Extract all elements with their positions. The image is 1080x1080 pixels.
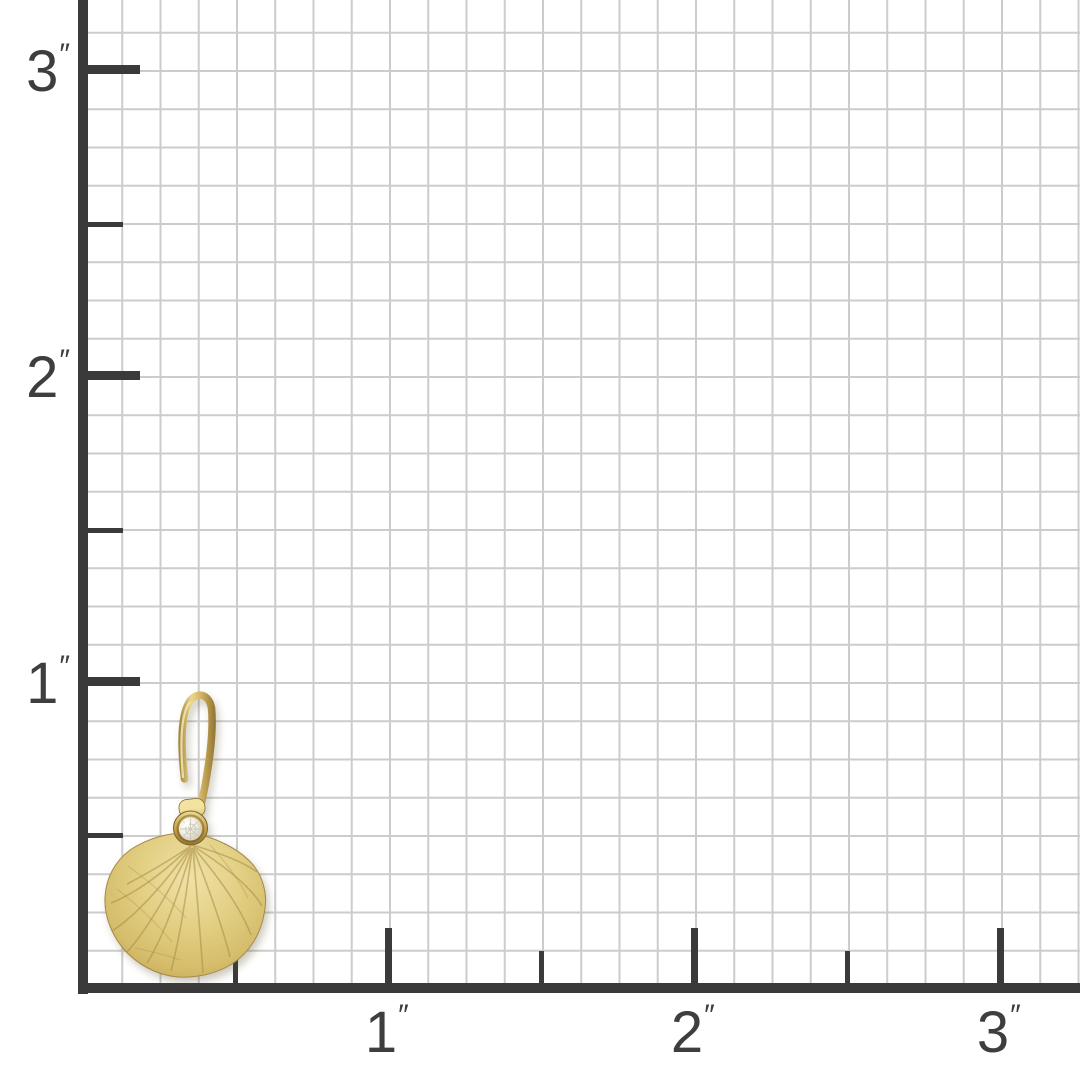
- y-label-2-number: 2: [26, 345, 59, 410]
- y-axis-line: [78, 0, 88, 994]
- x-axis-label-1in: 1 ″: [364, 999, 409, 1065]
- inch-mark-icon: ″: [59, 38, 70, 71]
- x-axis-minor-tick-1-5in: [539, 951, 544, 983]
- petal-creases: [116, 844, 249, 961]
- y-axis-label-3in: 3 ″: [14, 38, 70, 104]
- x-axis-minor-tick-2-5in: [845, 951, 850, 983]
- ear-wire: [178, 691, 216, 805]
- x-label-1-number: 1: [364, 1000, 398, 1065]
- diamond: [179, 817, 202, 841]
- y-axis-label-1in: 1 ″: [14, 650, 70, 716]
- x-axis-major-tick-3in: [997, 928, 1004, 983]
- inch-mark-icon: ″: [59, 344, 70, 377]
- inch-mark-icon: ″: [704, 999, 715, 1032]
- petal-veins: [110, 844, 263, 974]
- x-axis-major-tick-2in: [691, 928, 698, 983]
- x-axis-line: [78, 983, 1080, 993]
- x-axis-major-tick-1in: [385, 928, 392, 983]
- x-label-2-number: 2: [670, 1000, 704, 1065]
- diamond-sparkle: [184, 822, 189, 827]
- y-axis-major-tick-1in: [88, 677, 140, 686]
- y-axis-label-2in: 2 ″: [14, 344, 70, 410]
- x-axis-label-3in: 3 ″: [976, 999, 1021, 1065]
- inch-mark-icon: ″: [59, 650, 70, 683]
- y-axis-minor-tick-2-5in: [88, 222, 123, 227]
- eighth-inch-grid: [83, 0, 1080, 988]
- inch-mark-icon: ″: [398, 999, 409, 1032]
- y-label-3-number: 3: [26, 39, 59, 104]
- y-axis-major-tick-3in: [88, 65, 140, 74]
- y-label-1-number: 1: [26, 651, 59, 716]
- inch-mark-icon: ″: [1010, 999, 1021, 1032]
- x-label-3-number: 3: [976, 1000, 1010, 1065]
- x-axis-minor-tick-0-5in: [233, 951, 238, 983]
- y-axis-major-tick-2in: [88, 371, 140, 380]
- y-axis-minor-tick-0-5in: [88, 833, 123, 838]
- petal-charm: [104, 832, 267, 978]
- y-axis-minor-tick-1-5in: [88, 528, 123, 533]
- x-axis-label-2in: 2 ″: [670, 999, 715, 1065]
